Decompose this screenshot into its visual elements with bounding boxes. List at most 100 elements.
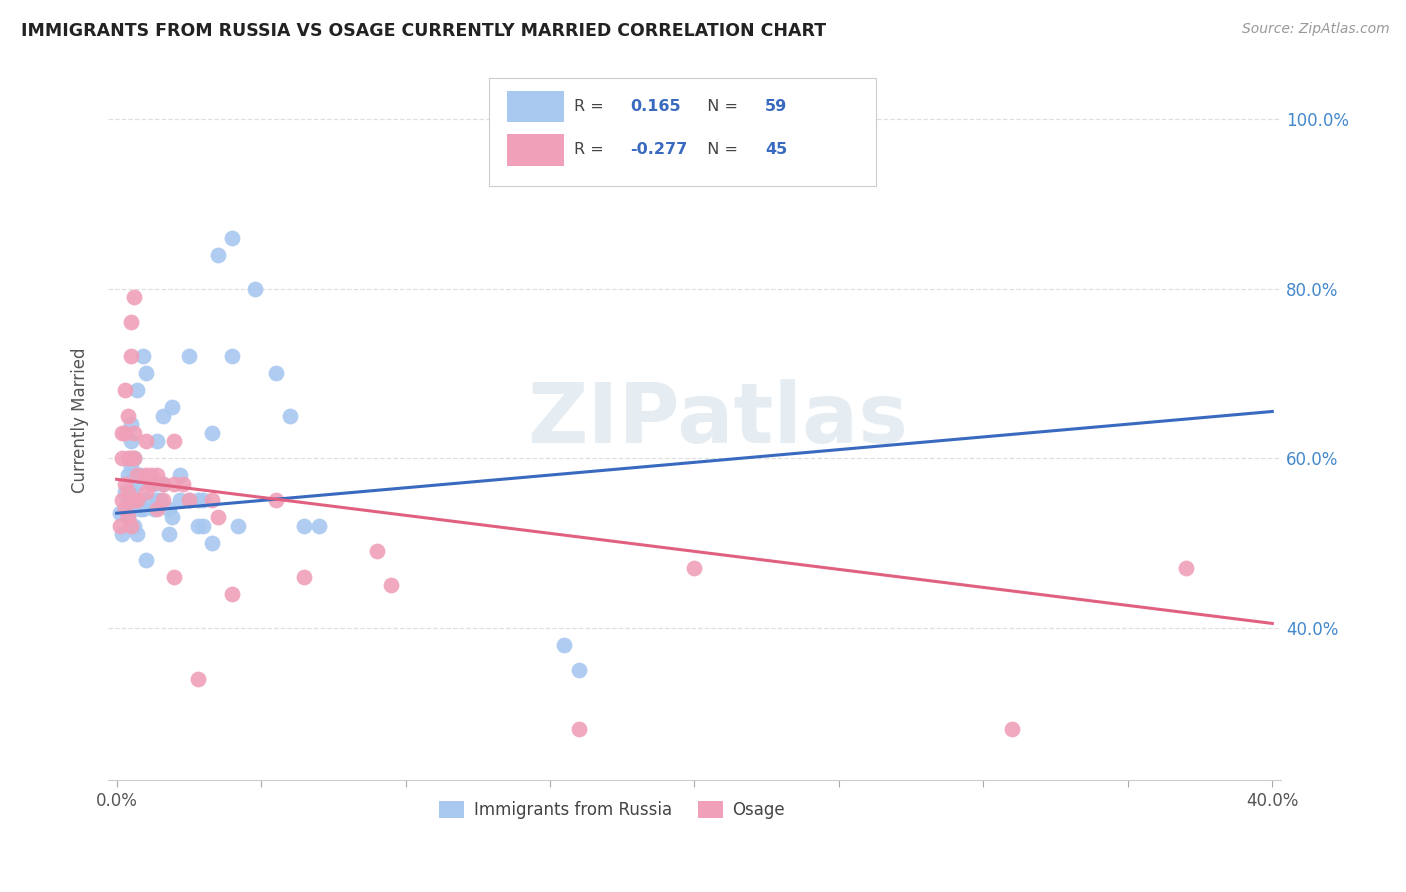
Point [177,493,200,508]
Point [152,493,174,508]
Point [108,506,131,520]
Point [294,570,316,584]
Point [146,502,169,516]
Point [141,468,163,483]
Point [146,468,169,483]
Point [128,468,150,483]
Point [245,281,267,295]
Point [111,493,134,508]
Point [157,502,180,516]
Point [111,527,134,541]
Point [117,409,139,423]
Point [201,425,224,440]
Point [201,536,224,550]
Point [152,476,174,491]
Point [120,485,142,500]
Point [143,502,166,516]
Text: 0.165: 0.165 [630,99,681,114]
Point [114,485,136,500]
Point [146,493,169,508]
Point [669,120,692,135]
Point [125,493,148,508]
Point [122,451,145,466]
Point [128,502,150,516]
Point [114,384,136,398]
Point [163,570,186,584]
Point [131,350,153,364]
Point [221,587,243,601]
Text: R =: R = [574,142,609,157]
Point [125,384,148,398]
Point [111,451,134,466]
Text: IMMIGRANTS FROM RUSSIA VS OSAGE CURRENTLY MARRIED CORRELATION CHART: IMMIGRANTS FROM RUSSIA VS OSAGE CURRENTL… [21,22,827,40]
Text: R =: R = [574,99,609,114]
Point [169,493,191,508]
Point [122,519,145,533]
Point [193,493,215,508]
Point [135,367,157,381]
Point [187,672,209,686]
Point [120,459,142,474]
Point [169,468,191,483]
Point [1174,561,1197,575]
Point [221,230,243,244]
Text: ZIPatlas: ZIPatlas [527,379,908,460]
Point [135,468,157,483]
Point [122,451,145,466]
Text: N =: N = [697,99,742,114]
Point [568,723,591,737]
Point [683,561,706,575]
Point [141,476,163,491]
Point [160,401,183,415]
Point [117,485,139,500]
Point [108,519,131,533]
Point [120,350,142,364]
Legend: Immigrants from Russia, Osage: Immigrants from Russia, Osage [433,795,792,826]
Point [117,468,139,483]
Point [146,434,169,449]
Point [177,493,200,508]
Point [172,476,194,491]
Text: Source: ZipAtlas.com: Source: ZipAtlas.com [1241,22,1389,37]
Point [114,425,136,440]
Point [111,425,134,440]
Point [160,510,183,524]
Point [226,519,249,533]
Point [122,425,145,440]
Text: -0.277: -0.277 [630,142,688,157]
Point [117,510,139,524]
Point [122,468,145,483]
Point [114,502,136,516]
Point [568,663,591,677]
Point [380,578,402,592]
Point [122,290,145,304]
Point [201,493,224,508]
Point [125,493,148,508]
Point [135,485,157,500]
Point [366,544,388,558]
Point [120,315,142,329]
Point [125,476,148,491]
Point [152,476,174,491]
FancyBboxPatch shape [506,134,564,166]
Point [177,350,200,364]
Point [125,468,148,483]
Point [117,502,139,516]
Text: 45: 45 [765,142,787,157]
Point [163,476,186,491]
Y-axis label: Currently Married: Currently Married [72,347,89,492]
Point [120,417,142,432]
Text: N =: N = [697,142,742,157]
Point [122,493,145,508]
Point [278,409,301,423]
Point [114,502,136,516]
Point [135,553,157,567]
Text: 59: 59 [765,99,787,114]
Point [143,476,166,491]
Point [117,493,139,508]
FancyBboxPatch shape [489,78,876,186]
Point [117,510,139,524]
Point [187,519,209,533]
Point [187,493,209,508]
Point [1001,723,1024,737]
